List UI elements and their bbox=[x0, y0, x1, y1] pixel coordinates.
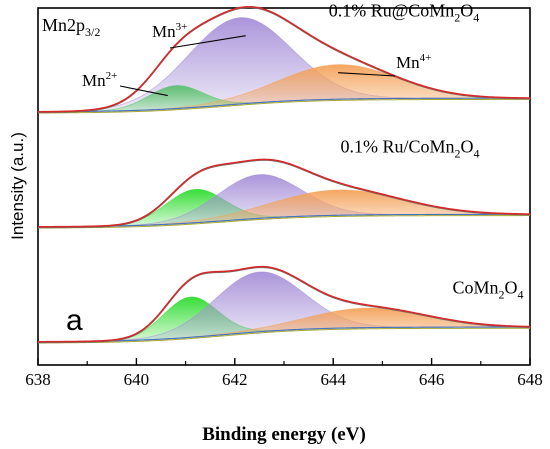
background-line-alt-1 bbox=[37, 215, 530, 229]
label-main: 0.1% Ru/CoMn bbox=[340, 136, 454, 156]
spectrum-0 bbox=[37, 5, 531, 114]
x-axis-label: Binding energy (eV) bbox=[202, 424, 366, 445]
envelope-2 bbox=[37, 265, 531, 343]
background-line-alt-2 bbox=[37, 327, 530, 344]
spectrum-label-0: 0.1% Ru@CoMn2O4 bbox=[329, 1, 480, 25]
envelope-1 bbox=[37, 158, 531, 228]
annotation-layer: Mn2+Mn3+Mn4+ bbox=[82, 21, 431, 97]
x-tick-label-3: 644 bbox=[320, 370, 346, 389]
x-tick-label-5: 648 bbox=[517, 370, 543, 389]
panel-label: a bbox=[66, 304, 83, 337]
annotation-arrow-mn2 bbox=[119, 85, 168, 97]
background-line-2 bbox=[37, 326, 530, 343]
background-line-1 bbox=[37, 213, 530, 228]
annotation-sup: 4+ bbox=[420, 52, 432, 64]
label-sub2: 4 bbox=[473, 11, 479, 25]
background-line-0 bbox=[37, 97, 530, 113]
x-tick-label-1: 640 bbox=[124, 370, 150, 389]
corner-label-base: Mn2p bbox=[42, 15, 85, 35]
label-sub2: 4 bbox=[474, 146, 480, 160]
y-axis-label: Intensity (a.u.) bbox=[8, 132, 27, 240]
corner-label-sub: 3/2 bbox=[85, 25, 100, 39]
spectrum-label-1: 0.1% Ru/CoMn2O4 bbox=[340, 136, 479, 160]
annotation-text: Mn bbox=[82, 71, 106, 90]
label-mid: O bbox=[460, 1, 473, 21]
annotation-mn3: Mn3+ bbox=[152, 21, 187, 41]
label-sub2: 4 bbox=[518, 288, 524, 302]
label-main: 0.1% Ru@CoMn bbox=[329, 1, 455, 21]
x-tick-label-0: 638 bbox=[25, 370, 51, 389]
annotation-arrow-mn4 bbox=[338, 72, 396, 77]
label-mid: O bbox=[461, 136, 474, 156]
label-sub1: 2 bbox=[499, 288, 505, 302]
annotation-sup: 2+ bbox=[106, 70, 118, 82]
background-line-alt-0 bbox=[37, 98, 530, 114]
x-tick-label-2: 642 bbox=[222, 370, 248, 389]
annotation-text: Mn bbox=[152, 22, 176, 41]
ticks-layer: 638 640 642 644 646 648 bbox=[25, 358, 543, 389]
label-sub1: 2 bbox=[455, 146, 461, 160]
spectra-layer bbox=[37, 5, 531, 344]
spectrum-1 bbox=[37, 158, 531, 229]
annotation-text: Mn bbox=[396, 53, 420, 72]
envelope-0 bbox=[37, 5, 531, 113]
annotation-sup: 3+ bbox=[176, 21, 188, 33]
x-tick-label-4: 646 bbox=[419, 370, 445, 389]
corner-label: Mn2p3/2 bbox=[42, 15, 100, 39]
label-sub1: 2 bbox=[454, 11, 460, 25]
label-main: CoMn bbox=[452, 278, 498, 298]
label-mid: O bbox=[505, 278, 518, 298]
annotation-mn2: Mn2+ bbox=[82, 70, 117, 90]
annotation-arrow-mn3 bbox=[169, 35, 246, 49]
annotation-mn4: Mn4+ bbox=[396, 52, 431, 72]
spectrum-label-2: CoMn2O4 bbox=[452, 278, 523, 302]
spectrum-2 bbox=[37, 265, 531, 344]
